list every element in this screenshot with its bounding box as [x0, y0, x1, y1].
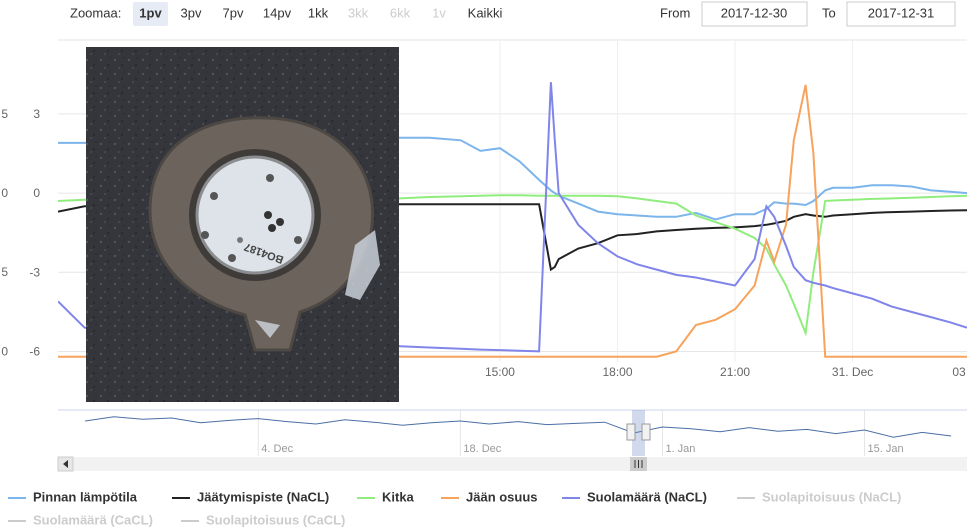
legend-item[interactable]: Jään osuus — [466, 489, 538, 504]
scrollbar-grip — [634, 460, 643, 468]
navigator-selection[interactable] — [632, 410, 645, 456]
navigator: 4. Dec 18. Dec 1. Jan 15. Jan — [85, 410, 952, 456]
series-line — [58, 194, 967, 337]
from-label: From — [660, 5, 690, 20]
legend: Pinnan lämpötila Jäätymispiste (NaCL) Kitk… — [8, 489, 901, 527]
zoom-button[interactable]: 1kk — [308, 5, 329, 20]
zoom-button: 1v — [432, 5, 446, 20]
zoom-button[interactable]: 3pv — [181, 5, 202, 20]
navigator-handle[interactable] — [626, 423, 636, 441]
photo: BO4187 — [86, 47, 399, 402]
y2-tick-label: 0 — [1, 186, 8, 200]
navigator-tick-label: 15. Jan — [868, 443, 904, 455]
scrollbar-arrow — [63, 460, 68, 468]
y2-tick-label: 5 — [1, 107, 8, 121]
y-tick-label: -6 — [29, 344, 40, 358]
x-tick-label: 21:00 — [720, 365, 750, 379]
scrollbar-track[interactable] — [58, 457, 967, 471]
y-tick-label: 0 — [33, 186, 40, 200]
navigator-tick-label: 18. Dec — [463, 443, 501, 455]
navigator-tick-label: 4. Dec — [261, 443, 293, 455]
zoom-button: 6kk — [390, 5, 411, 20]
to-input[interactable] — [846, 1, 956, 27]
zoom-button[interactable]: 14pv — [263, 5, 292, 20]
legend-item[interactable]: Suolamäärä (NaCL) — [587, 489, 707, 504]
x-tick-label: 18:00 — [602, 365, 632, 379]
navigator-handle[interactable] — [641, 423, 651, 441]
x-tick-label: 31. Dec — [832, 365, 873, 379]
y-tick-label: 3 — [33, 107, 40, 121]
navigator-tick-label: 1. Jan — [665, 443, 695, 455]
series-line — [58, 136, 967, 221]
to-label: To — [822, 5, 836, 20]
legend-item[interactable]: Suolapitoisuus (NaCL) — [762, 489, 901, 504]
x-tick-label: 03 — [952, 365, 966, 379]
zoom-button[interactable]: Kaikki — [468, 5, 503, 20]
series-line — [58, 82, 967, 353]
zoom-button[interactable]: 7pv — [223, 5, 244, 20]
from-input[interactable] — [701, 1, 808, 27]
legend-item[interactable]: Suolapitoisuus (CaCL) — [206, 512, 345, 527]
zoom-label: Zoomaa: — [70, 5, 121, 20]
legend-item[interactable]: Suolamäärä (CaCL) — [33, 512, 153, 527]
legend-item[interactable]: Jäätymispiste (NaCL) — [197, 489, 329, 504]
from-value[interactable]: 2017-12-30 — [721, 5, 788, 20]
legend-item[interactable]: Kitka — [382, 489, 415, 504]
y2-tick-label: 0 — [1, 344, 8, 358]
navigator-series — [85, 416, 952, 438]
series-line — [58, 203, 967, 272]
zoom-button[interactable]: 1pv — [139, 5, 162, 20]
y2-tick-label: 5 — [1, 265, 8, 279]
zoom-button: 3kk — [348, 5, 369, 20]
x-axis: 15:00 18:00 21:00 31. Dec 03 — [485, 365, 966, 379]
zoom-buttons: 1pv 3pv 7pv 14pv 1kk 3kk 6kk 1v Kaikki — [133, 2, 502, 26]
zoom-button-bg[interactable] — [133, 2, 168, 26]
x-tick-label: 15:00 — [485, 365, 515, 379]
series-line — [58, 84, 967, 358]
plot-series — [58, 82, 967, 358]
legend-item[interactable]: Pinnan lämpötila — [33, 489, 138, 504]
to-value[interactable]: 2017-12-31 — [868, 5, 935, 20]
navigator-line — [85, 416, 952, 438]
y-tick-label: -3 — [29, 265, 40, 279]
